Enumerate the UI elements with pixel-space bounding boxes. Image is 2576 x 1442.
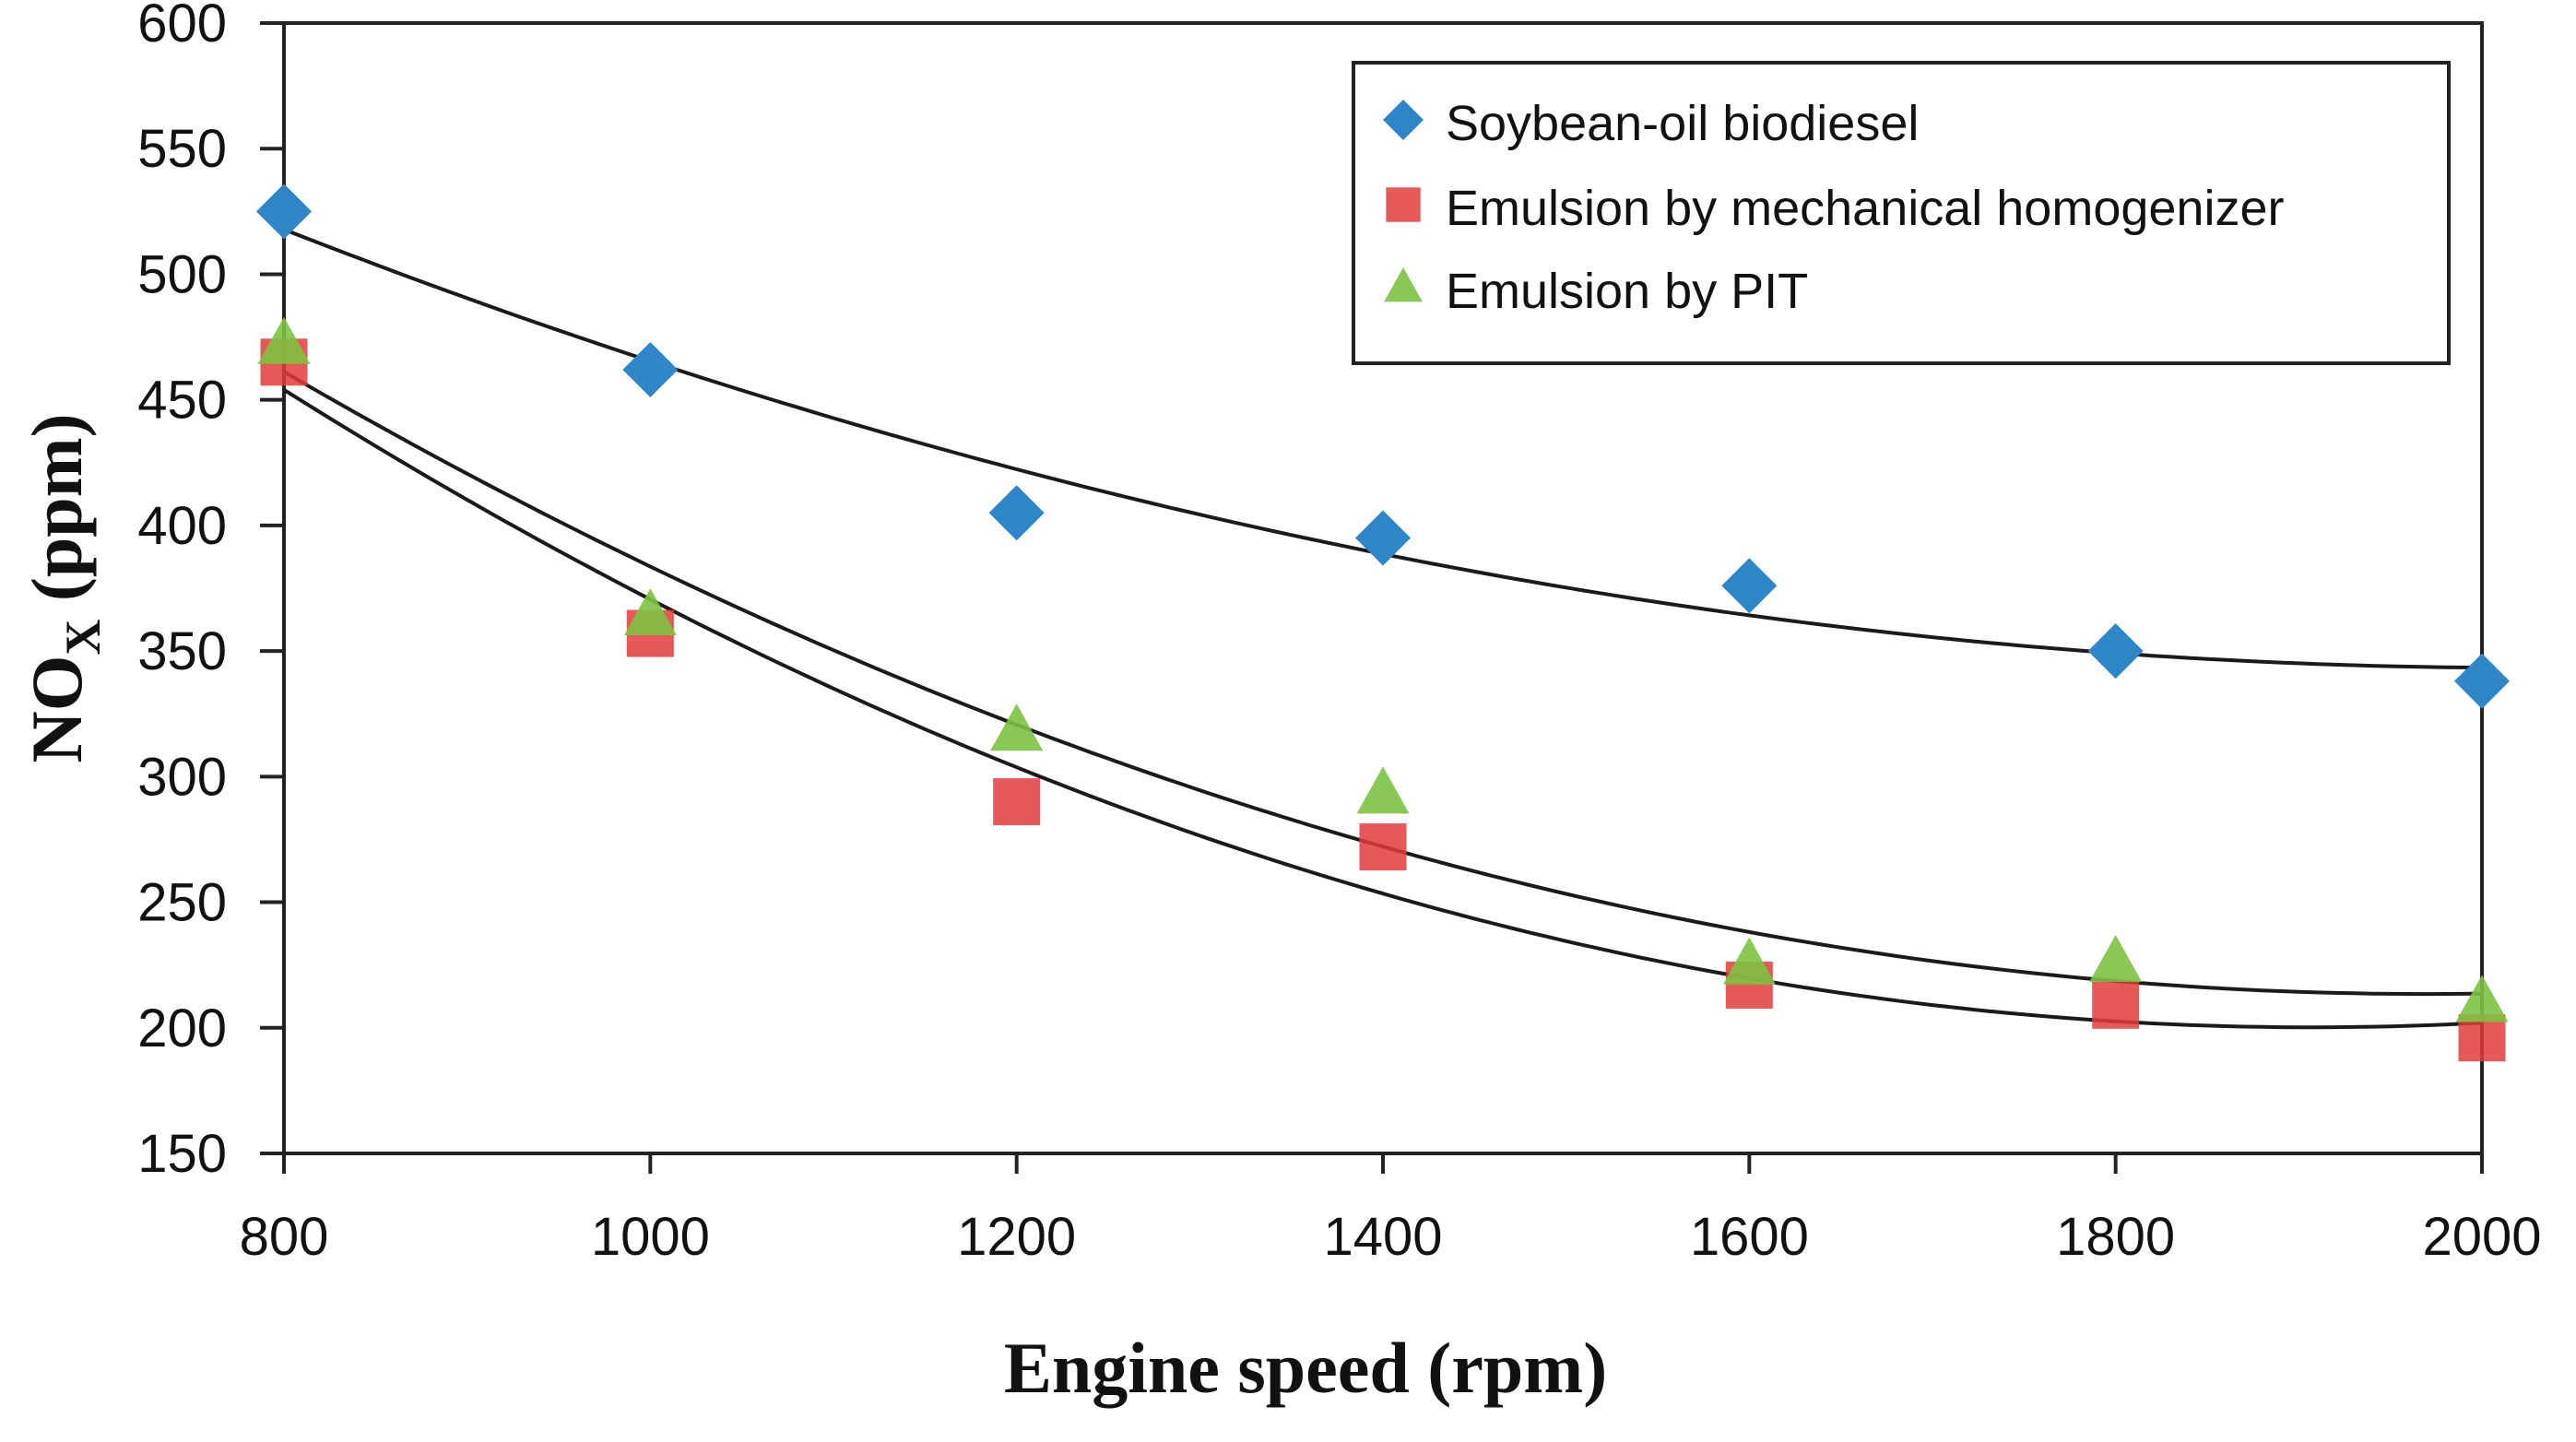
y-tick-label: 200	[137, 999, 227, 1058]
y-tick-label: 150	[137, 1124, 227, 1184]
square-marker	[993, 778, 1041, 826]
triangle-marker	[2455, 975, 2509, 1022]
x-tick-label: 1600	[1690, 1207, 1809, 1267]
triangle-marker	[990, 703, 1044, 751]
y-tick-label: 500	[137, 244, 227, 304]
legend-diamond-marker	[1383, 100, 1424, 140]
y-tick-label: 350	[137, 621, 227, 681]
square-marker	[2092, 981, 2140, 1029]
x-tick-label: 1000	[591, 1207, 710, 1267]
y-axis-title-subscript: X	[55, 620, 111, 656]
x-tick-label: 1800	[2056, 1207, 2175, 1267]
legend-label: Soybean-oil biodiesel	[1446, 96, 1919, 151]
square-marker	[2458, 1014, 2506, 1062]
triangle-marker	[1356, 766, 1410, 814]
triangle-marker	[257, 316, 311, 364]
y-axis-title-main: NO	[17, 656, 97, 763]
diamond-marker	[2454, 653, 2510, 709]
y-tick-label: 600	[137, 0, 227, 53]
diamond-marker	[1721, 558, 1778, 614]
legend-label: Emulsion by mechanical homogenizer	[1446, 181, 2284, 236]
x-axis: 800 1000 1200 1400 1600 1800 2000	[240, 1153, 2542, 1267]
legend-triangle-marker	[1384, 267, 1423, 302]
legend-square-marker	[1386, 187, 1421, 222]
y-tick-label: 450	[137, 371, 227, 431]
x-tick-label: 2000	[2422, 1207, 2541, 1267]
y-tick-label: 550	[137, 119, 227, 179]
triangle-marker	[2089, 934, 2143, 982]
x-tick-label: 1400	[1323, 1207, 1442, 1267]
y-axis-title: NOX (ppm)	[17, 413, 111, 762]
y-axis-title-unit: (ppm)	[17, 413, 97, 619]
x-axis-title: Engine speed (rpm)	[1004, 1328, 1607, 1408]
triangle-marker	[1722, 937, 1776, 985]
trend-line	[282, 370, 2483, 997]
triangle-marker	[623, 587, 677, 635]
legend-label: Emulsion by PIT	[1446, 264, 1808, 319]
legend: Soybean-oil biodiesel Emulsion by mechani…	[1352, 61, 2451, 365]
diamond-marker	[622, 341, 679, 397]
diamond-marker	[1355, 510, 1411, 566]
y-tick-label: 300	[137, 747, 227, 807]
trend-line	[282, 388, 2483, 1030]
data-markers	[256, 183, 2510, 1062]
x-tick-label: 800	[240, 1207, 329, 1267]
y-tick-label: 400	[137, 496, 227, 556]
x-tick-label: 1200	[957, 1207, 1076, 1267]
square-marker	[1359, 823, 1407, 871]
diamond-marker	[2087, 623, 2144, 680]
legend-box	[1352, 61, 2451, 365]
y-axis: 150 200 250 300 350 400 450 500 550 600	[137, 0, 284, 1184]
diamond-marker	[256, 183, 312, 240]
diamond-marker	[988, 485, 1045, 541]
y-tick-label: 250	[137, 873, 227, 933]
